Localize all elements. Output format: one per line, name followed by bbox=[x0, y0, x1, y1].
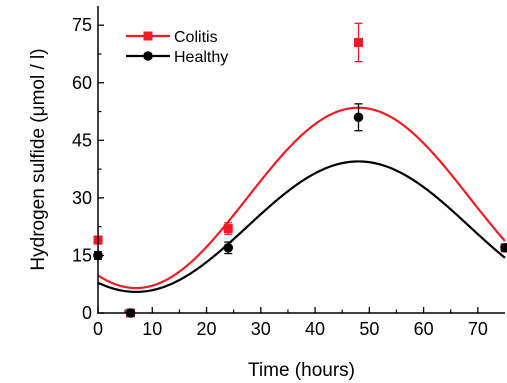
y-tick-label: 60 bbox=[72, 73, 92, 93]
data-point-healthy bbox=[223, 242, 234, 253]
fit-curve-healthy bbox=[97, 160, 506, 293]
fit-curves bbox=[97, 106, 506, 293]
fit-curve-colitis bbox=[97, 106, 506, 290]
legend-label-colitis: Colitis bbox=[174, 29, 218, 46]
x-tick-label: 20 bbox=[197, 319, 217, 339]
y-tick-label: 15 bbox=[72, 245, 92, 265]
y-tick-label: 45 bbox=[72, 130, 92, 150]
ticks: 0 10 20 30 40 50 60 70 0 15 30 45 60 75 bbox=[72, 15, 488, 339]
x-tick-label: 10 bbox=[142, 319, 162, 339]
y-tick-label: 75 bbox=[72, 15, 92, 35]
data-point-colitis bbox=[223, 224, 233, 234]
x-tick-label: 50 bbox=[359, 319, 379, 339]
axes bbox=[97, 6, 505, 314]
legend: Colitis Healthy bbox=[126, 29, 228, 66]
data-point-healthy bbox=[500, 242, 507, 253]
x-tick-label: 70 bbox=[468, 319, 488, 339]
data-point-colitis bbox=[353, 37, 363, 47]
x-tick-label: 40 bbox=[305, 319, 325, 339]
y-tick-label: 30 bbox=[72, 188, 92, 208]
legend-marker-healthy bbox=[143, 51, 153, 61]
x-tick-label: 60 bbox=[414, 319, 434, 339]
x-tick-label: 0 bbox=[93, 319, 103, 339]
x-axis-title: Time (hours) bbox=[248, 360, 355, 381]
legend-marker-colitis bbox=[143, 31, 153, 41]
legend-label-healthy: Healthy bbox=[174, 49, 228, 66]
x-tick-label: 30 bbox=[251, 319, 271, 339]
y-axis-title: Hydrogen sulfide (μmol / l) bbox=[28, 48, 49, 270]
data-points bbox=[93, 22, 507, 318]
y-tick-label: 0 bbox=[82, 303, 92, 323]
data-point-healthy bbox=[353, 112, 364, 123]
